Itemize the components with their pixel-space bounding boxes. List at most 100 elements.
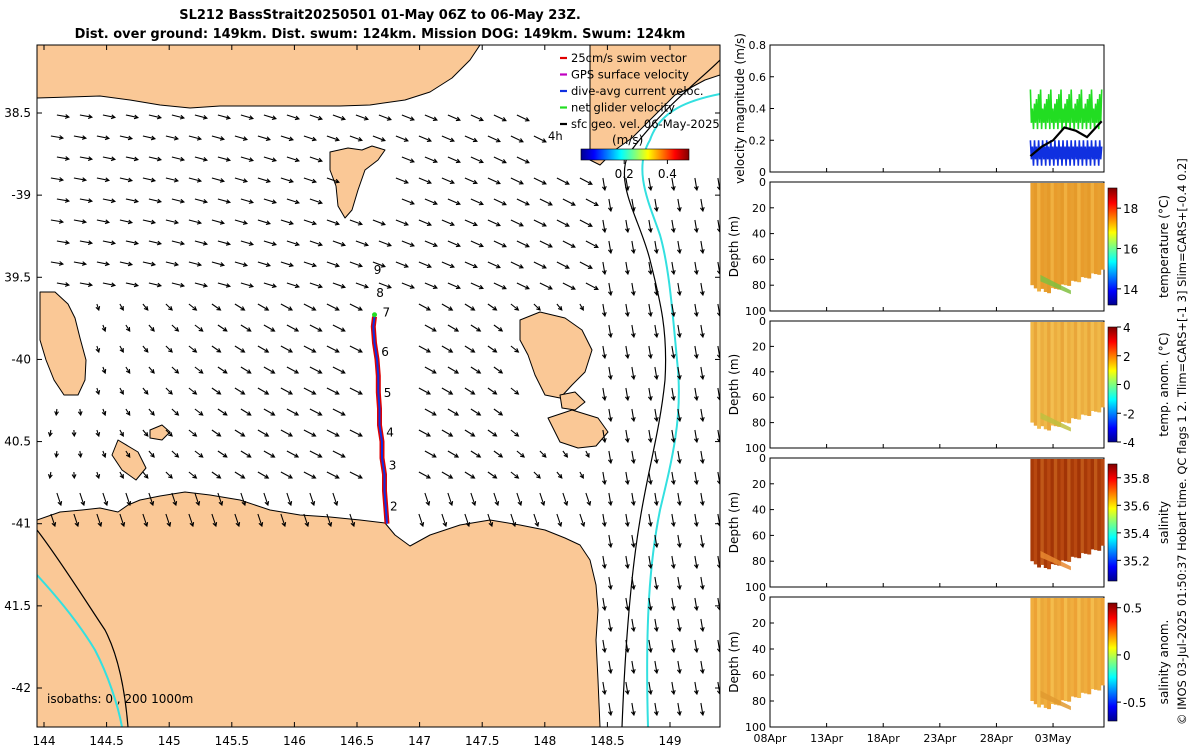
current-arrow <box>607 576 613 591</box>
colorbar-tick-label: 0 <box>1123 379 1131 393</box>
current-arrow <box>630 492 636 507</box>
heatmap-cell <box>1040 183 1045 289</box>
current-arrow <box>670 219 676 234</box>
heatmap-cell <box>1100 322 1105 408</box>
current-arrow <box>579 261 593 269</box>
current-arrow <box>280 135 294 142</box>
heatmap-cell <box>1043 598 1048 708</box>
map-colorbar <box>580 148 690 161</box>
current-arrow <box>418 177 432 184</box>
current-arrow <box>647 681 653 696</box>
current-arrow <box>699 576 705 591</box>
map-panel: 2 3 4 5 6 7 8 9 144 144.5 145 145.5 146 146.5 147 147.… <box>4 44 721 748</box>
heatmap-cell <box>1047 459 1051 570</box>
land-hunter-island <box>149 424 171 441</box>
current-arrow <box>142 219 157 225</box>
current-arrow <box>79 282 94 288</box>
current-arrow <box>286 198 301 205</box>
current-arrow <box>533 177 547 185</box>
current-arrow <box>693 303 699 318</box>
current-arrow <box>50 261 65 266</box>
current-arrow <box>424 366 437 374</box>
depth-y-tick-label: 60 <box>752 669 766 682</box>
current-arrow <box>378 114 392 121</box>
current-arrow <box>556 471 563 479</box>
current-arrow <box>56 156 71 161</box>
current-arrow <box>424 282 438 289</box>
current-arrow <box>309 198 323 205</box>
heatmap-cell <box>1033 459 1038 565</box>
current-arrow <box>217 156 232 162</box>
current-arrow <box>418 513 425 528</box>
current-arrow <box>165 471 173 479</box>
current-arrow <box>102 114 117 120</box>
map-y-tick-label: 38.5 <box>4 106 31 120</box>
current-arrow <box>418 429 432 437</box>
current-arrow <box>96 135 111 141</box>
depth-y-tick-label: 0 <box>759 452 766 465</box>
current-arrow <box>234 177 249 183</box>
current-arrow <box>125 324 131 332</box>
current-arrow <box>447 156 461 164</box>
current-arrow <box>670 681 676 696</box>
current-arrow <box>487 513 494 528</box>
current-arrow <box>240 156 255 162</box>
heatmap-cell <box>1083 459 1088 554</box>
map-x-tick-label: 147 <box>408 734 431 748</box>
depth-y-tick-label: 0 <box>759 315 766 328</box>
current-arrow <box>217 114 232 120</box>
heatmap-cell <box>1087 459 1092 555</box>
heatmap-cell <box>1050 598 1055 704</box>
current-arrow <box>125 240 140 246</box>
map-frame <box>36 44 721 728</box>
current-arrow <box>125 114 140 120</box>
current-arrow <box>653 576 659 591</box>
current-arrow <box>693 471 699 486</box>
current-arrow <box>693 513 699 528</box>
current-arrow <box>56 492 63 507</box>
current-arrow <box>211 219 226 225</box>
current-arrow <box>286 324 300 332</box>
heatmap-cell <box>1067 322 1072 424</box>
current-arrow <box>624 597 630 612</box>
current-arrow <box>464 177 478 185</box>
current-arrow <box>670 513 676 528</box>
heatmap-cell <box>1083 183 1088 278</box>
current-arrow <box>533 471 541 479</box>
current-arrow <box>487 387 498 395</box>
heatmap-cell <box>1037 598 1041 708</box>
day-marker-label: 2 <box>390 500 398 514</box>
current-arrow <box>194 492 201 507</box>
side-note: © IMOS 03-Jul-2025 01:50:37 Hobart time.… <box>1175 158 1189 725</box>
current-arrow <box>562 282 576 290</box>
current-arrow <box>647 471 653 486</box>
current-arrow <box>217 282 232 288</box>
current-arrow <box>487 261 501 269</box>
current-arrow <box>653 534 659 549</box>
current-arrow <box>142 387 149 395</box>
current-arrow <box>263 240 277 247</box>
current-arrow <box>607 618 613 633</box>
current-arrow <box>630 450 636 465</box>
current-arrow <box>607 324 613 339</box>
map-y-tick-label: -40 <box>11 352 31 366</box>
day-marker-label: 3 <box>389 459 397 473</box>
current-arrow <box>556 261 570 269</box>
current-arrow <box>50 135 65 140</box>
current-arrow <box>585 198 599 206</box>
map-y-tick-label: -42 <box>11 681 31 695</box>
current-arrow <box>257 219 271 226</box>
current-arrow <box>556 513 563 528</box>
current-arrow <box>188 177 203 183</box>
current-arrow <box>493 282 507 290</box>
current-arrow <box>579 177 593 185</box>
current-arrow <box>418 135 432 142</box>
current-arrow <box>441 345 454 353</box>
current-arrow <box>601 303 607 318</box>
current-arrow <box>693 345 699 360</box>
map-legend: 25cm/s swim vector GPS surface velocity di… <box>548 51 720 181</box>
current-arrow <box>624 261 630 276</box>
current-arrow <box>670 303 676 318</box>
map-y-tick-label: -39 <box>11 188 31 202</box>
depth-y-tick-label: 20 <box>752 202 766 215</box>
